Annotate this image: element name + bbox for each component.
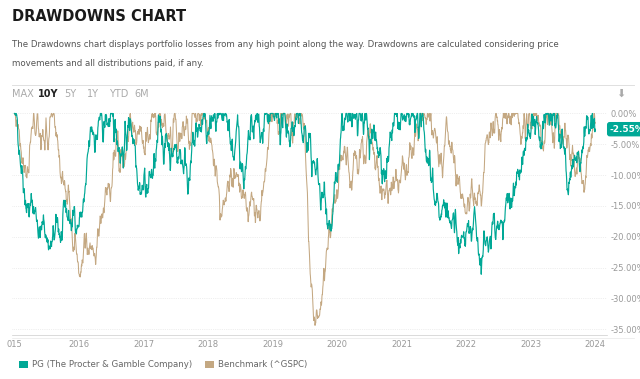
Text: MAX: MAX (12, 89, 33, 99)
Legend: PG (The Procter & Gamble Company), Benchmark (^GSPC): PG (The Procter & Gamble Company), Bench… (16, 357, 311, 373)
Text: DRAWDOWNS CHART: DRAWDOWNS CHART (12, 9, 186, 25)
Text: 10Y: 10Y (38, 89, 59, 99)
Text: YTD: YTD (109, 89, 128, 99)
Text: The Drawdowns chart displays portfolio losses from any high point along the way.: The Drawdowns chart displays portfolio l… (12, 40, 558, 49)
Text: 5Y: 5Y (64, 89, 76, 99)
Text: movements and all distributions paid, if any.: movements and all distributions paid, if… (12, 59, 203, 68)
Text: 1Y: 1Y (87, 89, 99, 99)
Text: 6M: 6M (134, 89, 149, 99)
Text: ⬇: ⬇ (616, 89, 626, 99)
Text: -2.55%: -2.55% (610, 125, 640, 134)
